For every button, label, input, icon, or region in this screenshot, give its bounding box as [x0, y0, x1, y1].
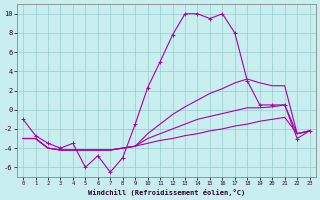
X-axis label: Windchill (Refroidissement éolien,°C): Windchill (Refroidissement éolien,°C)	[88, 189, 245, 196]
